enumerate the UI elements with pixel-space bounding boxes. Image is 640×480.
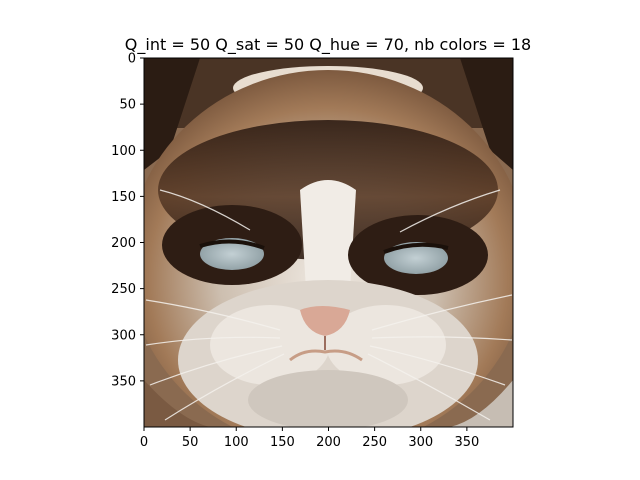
y-tick-label: 150 <box>111 190 136 205</box>
y-tick-label: 0 <box>128 52 136 67</box>
y-tick-label: 50 <box>119 98 136 113</box>
x-tick-label: 200 <box>316 435 341 450</box>
y-tick-label: 300 <box>111 328 136 343</box>
x-tick-label: 150 <box>270 435 295 450</box>
y-tick-label: 200 <box>111 236 136 251</box>
x-tick-label: 50 <box>182 435 199 450</box>
cat-image <box>144 58 513 427</box>
x-tick-label: 350 <box>454 435 479 450</box>
y-axis: 0 50 100 150 200 250 300 350 <box>111 52 144 389</box>
x-tick-label: 250 <box>362 435 387 450</box>
y-tick-label: 250 <box>111 282 136 297</box>
y-tick-label: 100 <box>111 144 136 159</box>
y-tick-label: 350 <box>111 374 136 389</box>
x-tick-label: 100 <box>224 435 249 450</box>
x-tick-label: 0 <box>140 435 148 450</box>
x-axis: 0 50 100 150 200 250 300 350 <box>140 427 479 450</box>
x-tick-label: 300 <box>408 435 433 450</box>
chart-title: Q_int = 50 Q_sat = 50 Q_hue = 70, nb col… <box>125 35 531 55</box>
